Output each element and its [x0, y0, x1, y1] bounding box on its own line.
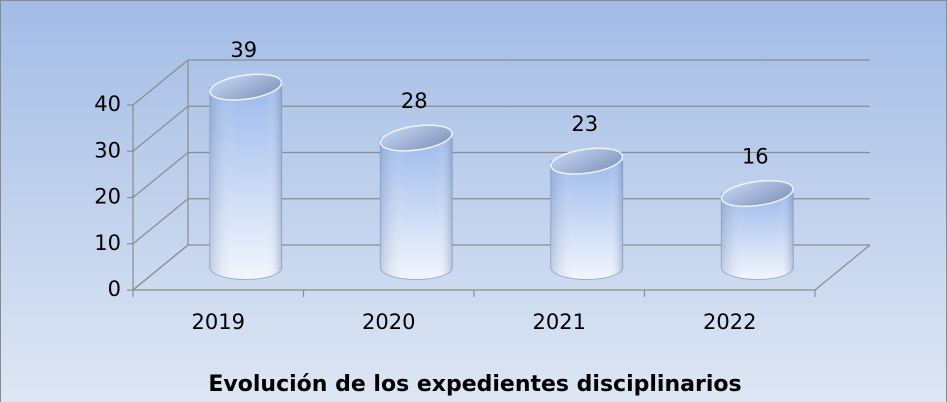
- value-label: 16: [742, 145, 769, 169]
- grid-line: [132, 244, 870, 291]
- bar-shade: [550, 161, 623, 280]
- y-tick-label: 30: [94, 138, 121, 162]
- x-tick-label: 2019: [192, 310, 245, 334]
- grid-line: [132, 105, 870, 152]
- y-tick-label: 0: [108, 277, 121, 301]
- value-label: 23: [571, 112, 598, 136]
- bar-shade: [380, 138, 453, 280]
- bar-top: [209, 73, 283, 101]
- chart-title: Evolución de los expedientes disciplinar…: [208, 372, 741, 397]
- grid-line: [132, 59, 870, 106]
- grid-line: [132, 151, 870, 198]
- y-tick-label: 20: [94, 185, 121, 209]
- axis-line: [814, 244, 871, 291]
- grid-line: [132, 198, 870, 245]
- y-tick-label: 10: [94, 231, 121, 255]
- bar-top: [550, 147, 624, 175]
- value-label: 39: [230, 38, 257, 62]
- y-tick-label: 40: [94, 92, 121, 116]
- value-label: 28: [401, 89, 428, 113]
- bar-shade: [721, 193, 794, 280]
- x-tick-label: 2020: [362, 310, 415, 334]
- bar-top: [379, 124, 453, 152]
- bar-shade: [209, 87, 282, 280]
- x-tick-label: 2021: [533, 310, 586, 334]
- x-tick-label: 2022: [703, 310, 756, 334]
- bar-top: [720, 179, 794, 208]
